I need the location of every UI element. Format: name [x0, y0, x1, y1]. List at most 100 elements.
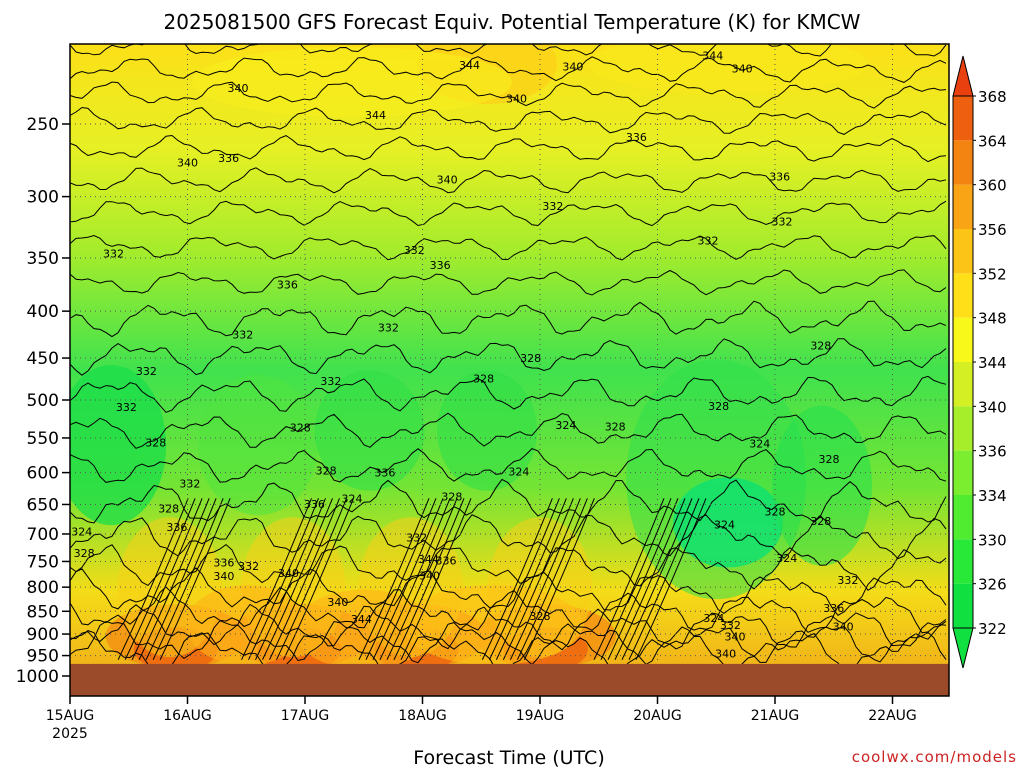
plot-area: 3243283323323283363323403363283323363403…	[69, 43, 950, 697]
contour-label-text: 332	[542, 200, 563, 213]
colorbar-segment	[953, 229, 973, 274]
contour-label: 332	[837, 574, 858, 587]
contour-label-text: 336	[277, 278, 298, 291]
contour-label-text: 340	[228, 82, 249, 95]
contour-label-text: 324	[71, 525, 92, 538]
y-tick-label: 900	[27, 625, 59, 645]
x-tick-label: 15AUG	[46, 708, 95, 724]
contour-label-text: 336	[374, 466, 395, 479]
y-tick-label: 700	[27, 525, 59, 545]
contour-label: 336	[436, 554, 457, 567]
field-patch	[772, 405, 872, 566]
contour-label-text: 328	[530, 610, 551, 623]
contour-label-text: 344	[459, 59, 480, 72]
contour-line	[138, 498, 210, 660]
contour-line	[481, 498, 553, 660]
colorbar-label: 356	[978, 221, 1007, 239]
y-tick-label: 450	[27, 349, 59, 369]
colorbar-label: 336	[978, 443, 1007, 461]
field-patch	[588, 44, 868, 94]
contour-line	[269, 498, 340, 660]
contour-line	[70, 412, 947, 449]
contour-label: 340	[732, 62, 753, 75]
contour-label-text: 336	[430, 259, 451, 272]
y-tick-label: 650	[27, 495, 59, 515]
contour-label-text: 328	[819, 453, 840, 466]
contour-line	[70, 375, 947, 413]
contour-line	[70, 586, 947, 634]
contour-label: 328	[708, 400, 729, 413]
contour-label-text: 332	[406, 532, 427, 545]
contour-line	[358, 498, 430, 660]
contour-line	[400, 498, 472, 660]
contour-label: 340	[213, 570, 234, 583]
x-tick-label: 17AUG	[281, 708, 330, 724]
contour-label: 336	[430, 259, 451, 272]
contour-label: 344	[418, 553, 439, 566]
contour-label: 332	[542, 200, 563, 213]
contour-label: 328	[145, 437, 166, 450]
x-tick-label: 21AUG	[751, 708, 800, 724]
contour-label: 340	[437, 173, 458, 186]
colorbar-label: 340	[978, 398, 1007, 416]
contour-label-text: 336	[436, 554, 457, 567]
contour-line	[614, 498, 686, 660]
contour-label-text: 340	[562, 61, 583, 74]
contour-label: 324	[776, 552, 797, 565]
contour-label-text: 336	[304, 498, 325, 511]
contour-label: 344	[365, 109, 386, 122]
contour-label: 340	[278, 567, 299, 580]
contour-label-text: 340	[437, 173, 458, 186]
contour-label: 332	[320, 375, 341, 388]
contour-line	[255, 498, 326, 660]
contour-label-text: 340	[327, 596, 348, 609]
colorbar-label: 344	[978, 354, 1007, 372]
contour-label: 324	[508, 466, 529, 479]
contour-line	[262, 498, 333, 660]
colorbar-label: 330	[978, 531, 1007, 549]
contour-label-text: 340	[715, 647, 736, 660]
colorbar-label: 334	[978, 487, 1007, 505]
contour-label-text: 340	[833, 620, 854, 633]
contour-line	[607, 498, 679, 660]
y-tick-label: 600	[27, 464, 59, 484]
colorbar-segment	[953, 450, 973, 495]
contour-label: 328	[530, 610, 551, 623]
colorbar-label: 368	[978, 88, 1007, 106]
x-tick-label: 18AUG	[398, 708, 447, 724]
contour-label: 344	[459, 59, 480, 72]
contour-line	[117, 498, 189, 660]
colorbar-segment	[953, 184, 973, 229]
contour-label-text: 328	[473, 373, 494, 386]
contour-line	[509, 498, 581, 660]
contour-label: 328	[441, 491, 462, 504]
contour-label-text: 324	[776, 552, 797, 565]
contour-label: 336	[304, 498, 325, 511]
contour-line	[635, 498, 707, 660]
contour-line	[70, 338, 947, 376]
colorbar-bottom-arrow	[952, 627, 974, 669]
contour-line	[70, 200, 947, 227]
contour-label: 340	[562, 61, 583, 74]
y-tick-label: 550	[27, 429, 59, 449]
contour-label-text: 328	[290, 421, 311, 434]
contour-label: 332	[720, 619, 741, 632]
contour-label-text: 336	[166, 521, 187, 534]
colorbar-segment	[953, 96, 973, 141]
contour-line	[70, 106, 947, 135]
contour-label: 332	[404, 244, 425, 257]
y-tick-label: 250	[27, 115, 59, 135]
contour-label: 328	[158, 502, 179, 515]
colorbar-segment	[953, 273, 973, 318]
contour-label-text: 328	[810, 515, 831, 528]
contour-label: 332	[772, 215, 793, 228]
y-tick-label: 300	[27, 188, 59, 208]
contour-line	[276, 498, 347, 660]
contour-label: 332	[179, 477, 200, 490]
colorbar-segment	[953, 495, 973, 540]
contour-line	[159, 498, 231, 660]
contour-label: 332	[103, 248, 124, 261]
contour-label-text: 336	[626, 131, 647, 144]
contour-label-text: 324	[342, 493, 363, 506]
contour-line	[70, 134, 947, 163]
